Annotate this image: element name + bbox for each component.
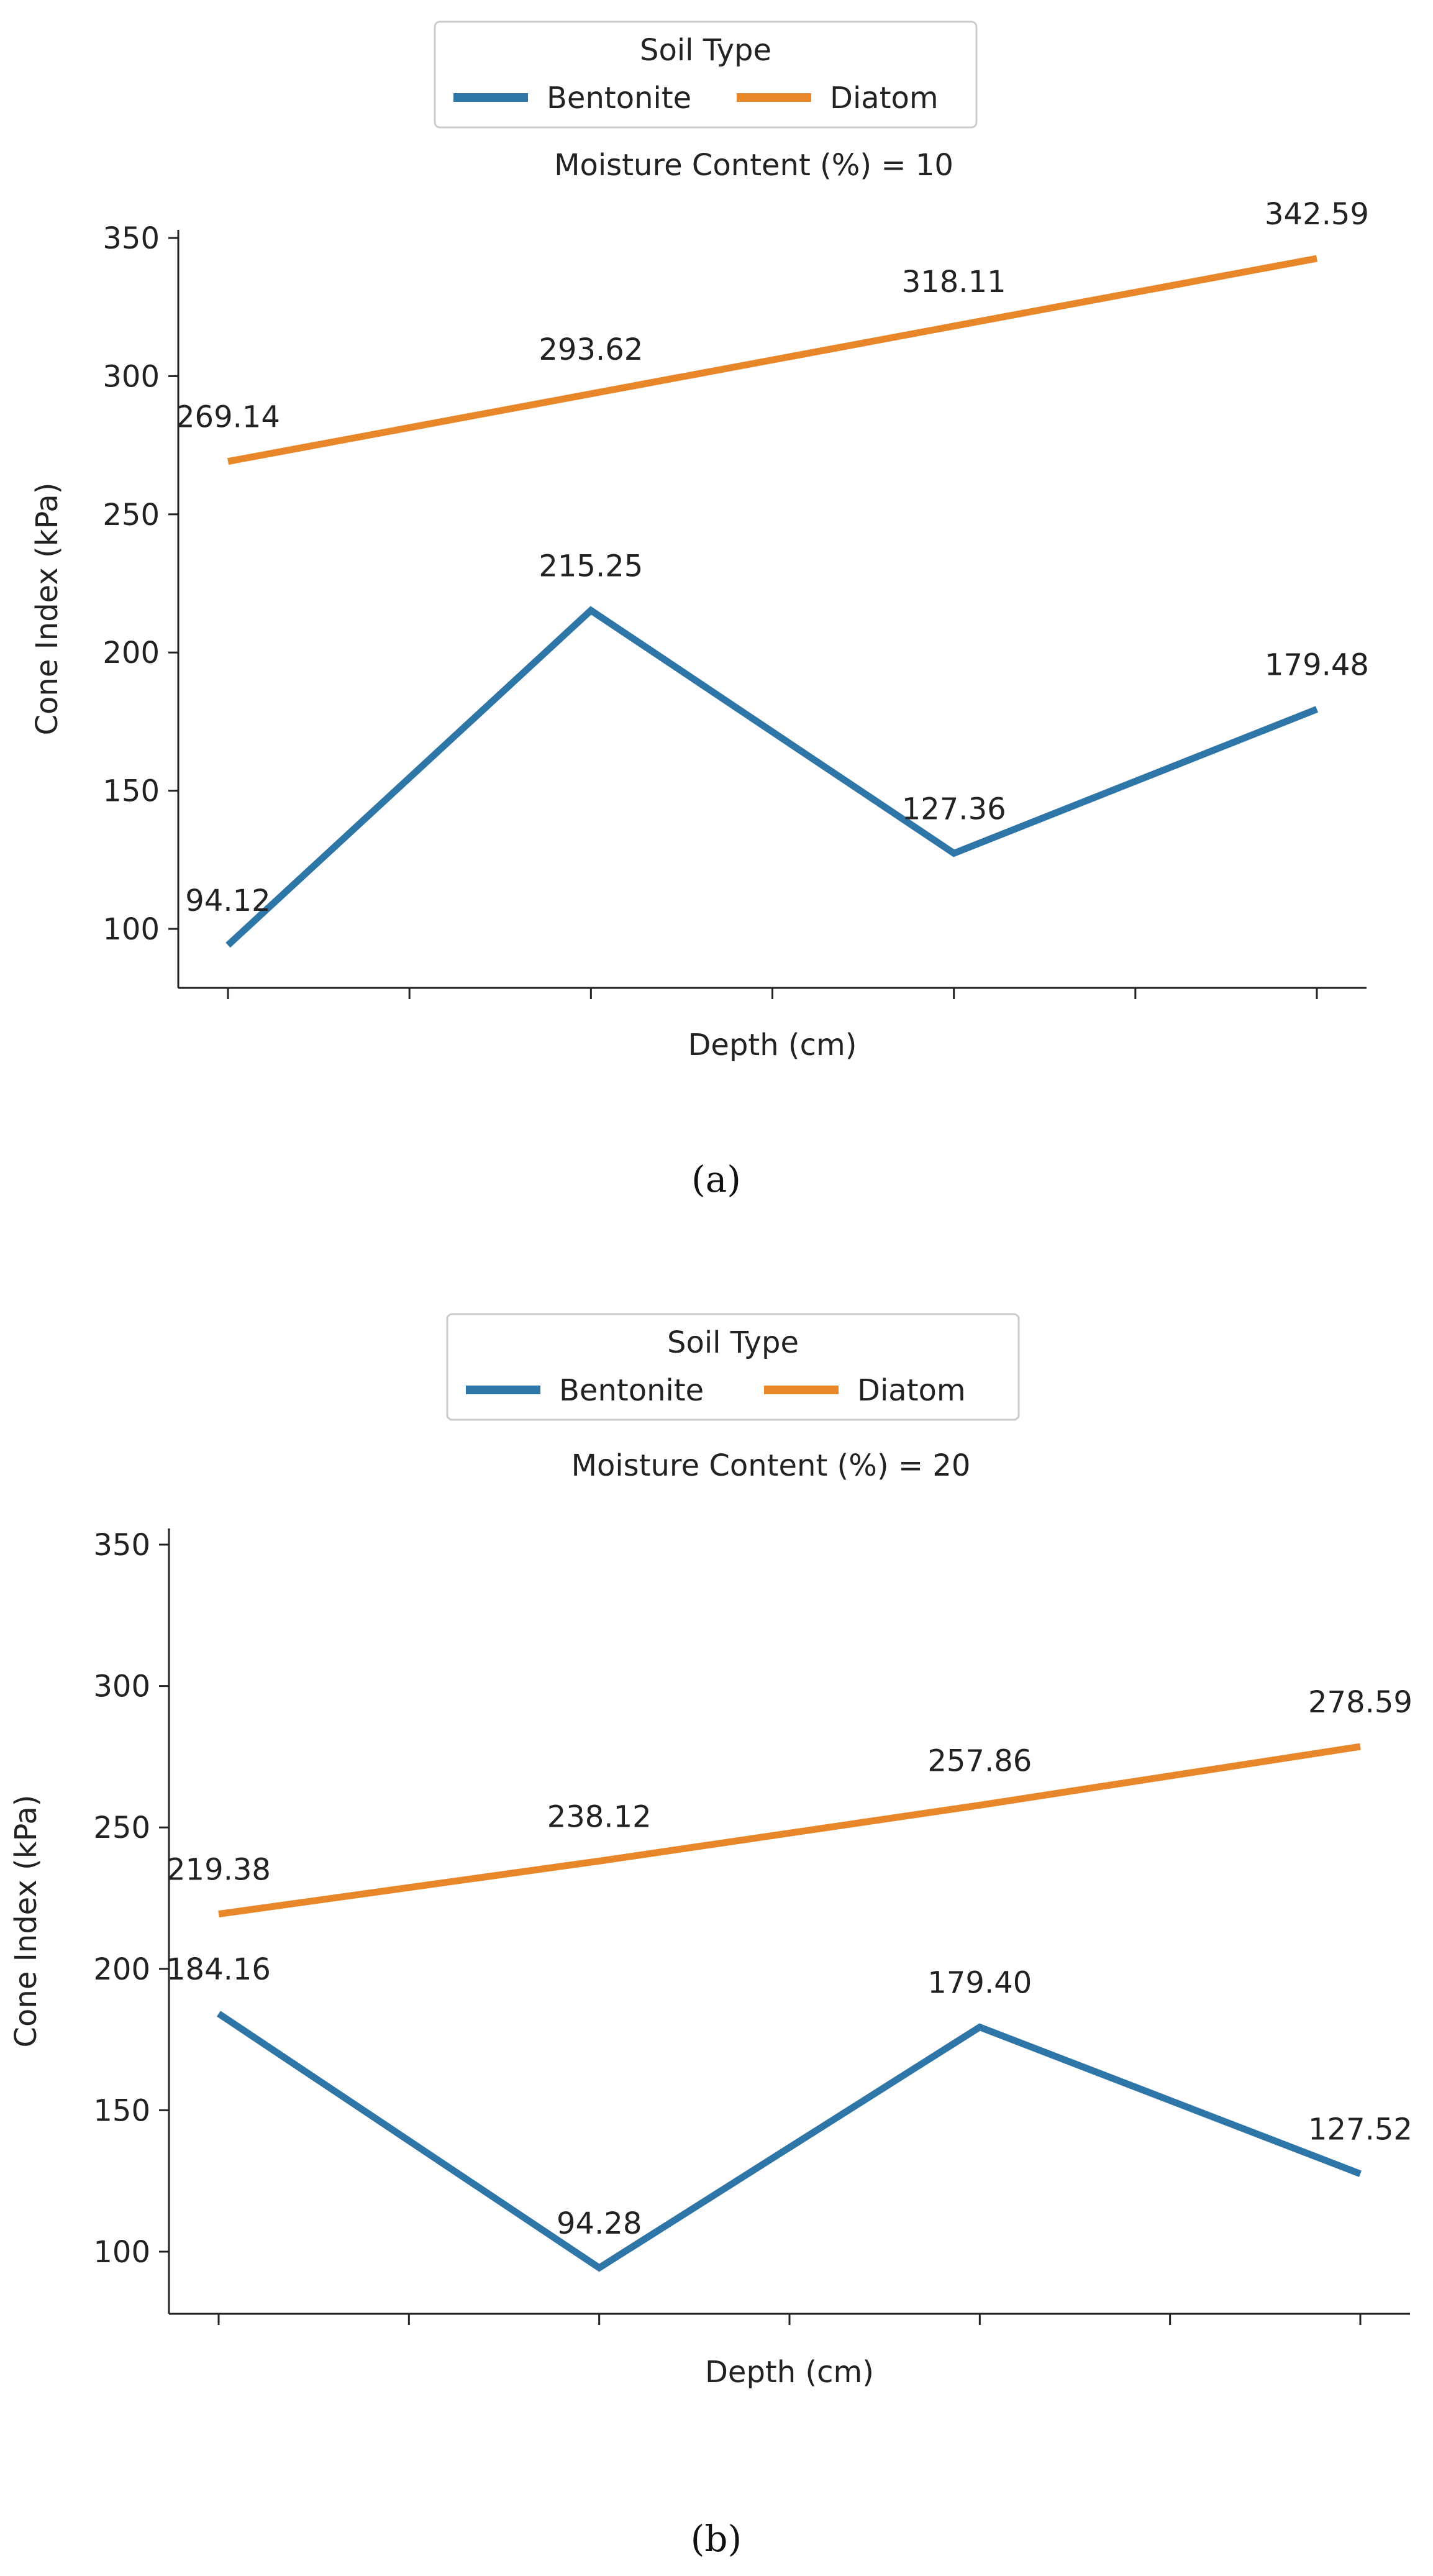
data-label-bentonite: 127.52 bbox=[1308, 2112, 1413, 2147]
panel-caption: (a) bbox=[691, 1158, 741, 1200]
data-label-diatom: 278.59 bbox=[1308, 1685, 1413, 1720]
y-tick-label: 100 bbox=[102, 912, 160, 947]
legend-title: Soil Type bbox=[667, 1325, 799, 1360]
y-tick-label: 300 bbox=[102, 359, 160, 394]
data-label-bentonite: 179.48 bbox=[1265, 647, 1369, 682]
data-label-bentonite: 94.12 bbox=[185, 884, 270, 918]
data-label-diatom: 342.59 bbox=[1265, 197, 1369, 232]
chart-panel-b: Soil Type Bentonite Diatom Moisture Content… bbox=[9, 1313, 1413, 2560]
y-tick-label: 350 bbox=[102, 221, 160, 256]
y-tick-label: 250 bbox=[102, 498, 160, 532]
y-tick-label: 150 bbox=[93, 2093, 150, 2128]
y-tick-label: 100 bbox=[93, 2235, 150, 2270]
data-label-diatom: 257.86 bbox=[927, 1743, 1032, 1778]
x-axis-label: Depth (cm) bbox=[705, 2355, 874, 2390]
y-tick-label: 150 bbox=[102, 774, 160, 809]
series-line-bentonite bbox=[216, 2011, 1362, 2272]
data-label-diatom: 293.62 bbox=[539, 332, 643, 367]
x-axis-label: Depth (cm) bbox=[688, 1028, 857, 1062]
legend-label-bentonite: Bentonite bbox=[547, 81, 691, 116]
legend: Soil Type Bentonite Diatom bbox=[446, 1313, 1020, 1421]
y-tick-label: 200 bbox=[102, 636, 160, 670]
y-tick-label: 350 bbox=[93, 1528, 150, 1563]
panel-caption: (b) bbox=[691, 2518, 742, 2560]
legend-label-diatom: Diatom bbox=[830, 81, 939, 116]
data-label-diatom: 238.12 bbox=[547, 1799, 652, 1834]
data-label-bentonite: 127.36 bbox=[902, 792, 1006, 826]
chart-panel-a: Soil Type Bentonite Diatom Moisture Content… bbox=[30, 21, 1369, 1200]
data-label-bentonite: 179.40 bbox=[927, 1966, 1032, 2001]
legend-label-diatom: Diatom bbox=[857, 1373, 966, 1408]
data-label-diatom: 318.11 bbox=[902, 265, 1006, 299]
legend: Soil Type Bentonite Diatom bbox=[434, 21, 978, 129]
series-line-diatom bbox=[227, 255, 1318, 465]
chart-title: Moisture Content (%) = 20 bbox=[571, 1448, 971, 1483]
data-label-diatom: 269.14 bbox=[176, 400, 280, 435]
series-line-bentonite bbox=[225, 606, 1319, 948]
y-axis-label: Cone Index (kPa) bbox=[9, 1795, 43, 2048]
chart-title: Moisture Content (%) = 10 bbox=[554, 148, 953, 183]
legend-box bbox=[434, 21, 978, 129]
legend-label-bentonite: Bentonite bbox=[559, 1373, 704, 1408]
series-line-diatom bbox=[218, 1743, 1361, 1918]
legend-box bbox=[446, 1313, 1020, 1421]
y-axis-label: Cone Index (kPa) bbox=[30, 483, 65, 736]
data-label-diatom: 219.38 bbox=[166, 1853, 271, 1888]
y-tick-label: 200 bbox=[93, 1952, 150, 1987]
y-tick-label: 250 bbox=[93, 1811, 150, 1845]
data-label-bentonite: 215.25 bbox=[539, 549, 643, 583]
data-label-bentonite: 94.28 bbox=[557, 2206, 642, 2241]
data-label-bentonite: 184.16 bbox=[166, 1952, 271, 1987]
y-tick-label: 300 bbox=[93, 1669, 150, 1704]
legend-title: Soil Type bbox=[640, 33, 771, 68]
